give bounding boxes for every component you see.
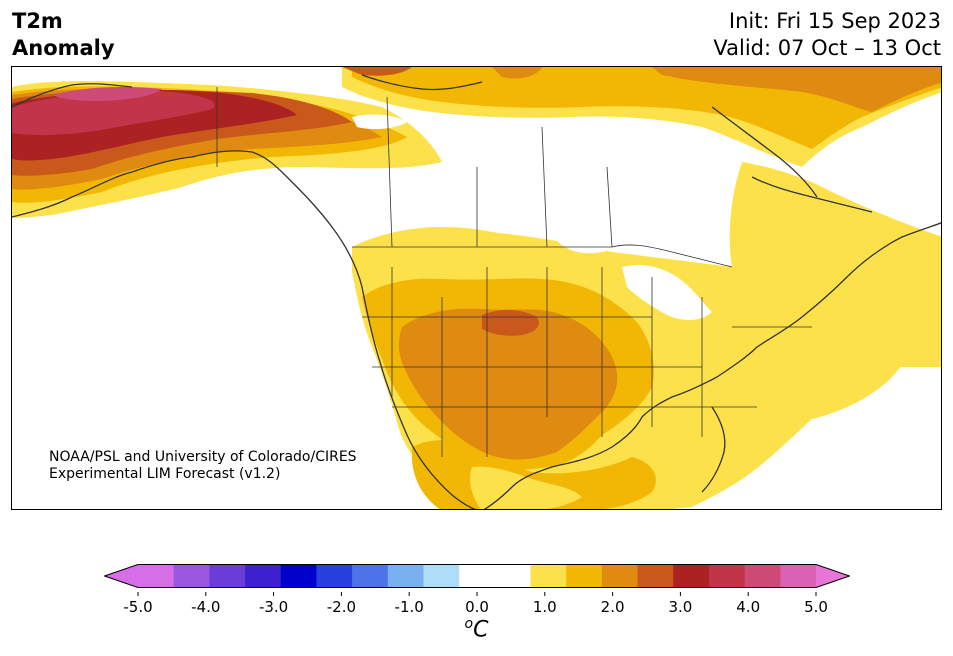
anomaly-fields bbox=[12, 67, 941, 509]
map-title: T2m Anomaly bbox=[12, 8, 115, 62]
colorbar-segment bbox=[138, 564, 175, 588]
valid-range: Valid: 07 Oct – 13 Oct bbox=[713, 36, 941, 60]
colorbar-segment bbox=[173, 564, 210, 588]
title-line1: T2m bbox=[12, 9, 63, 33]
anomaly-map bbox=[11, 66, 942, 510]
colorbar-tick-label: 5.0 bbox=[804, 598, 828, 616]
colorbar-segment bbox=[744, 564, 781, 588]
colorbar-segment bbox=[423, 564, 460, 588]
colorbar-segment bbox=[280, 564, 317, 588]
colorbar-segment bbox=[245, 564, 282, 588]
colorbar-tick-label: 0.0 bbox=[465, 598, 489, 616]
colorbar-unit: oC bbox=[0, 616, 953, 642]
colorbar-segment bbox=[387, 564, 424, 588]
colorbar-segment bbox=[601, 564, 639, 588]
colorbar-ticks: -5.0 -4.0 -3.0 -2.0 -1.0 0.0 1.0 2.0 3.0 4.0 5.0 bbox=[123, 592, 828, 616]
colorbar bbox=[102, 564, 852, 588]
cool-patch-canada bbox=[391, 182, 457, 206]
colorbar-tick-label: -5.0 bbox=[123, 598, 152, 616]
colorbar-segment bbox=[637, 564, 674, 588]
colorbar-tick-label: 1.0 bbox=[533, 598, 557, 616]
date-info: Init: Fri 15 Sep 2023 Valid: 07 Oct – 13… bbox=[713, 8, 941, 62]
credit-text: NOAA/PSL and University of Colorado/CIRE… bbox=[49, 449, 357, 483]
colorbar-tick-label: 2.0 bbox=[601, 598, 625, 616]
colorbar-segment bbox=[209, 564, 246, 588]
colorbar-tick-label: -1.0 bbox=[395, 598, 424, 616]
colorbar-tick-label: -3.0 bbox=[259, 598, 288, 616]
colorbar-segment bbox=[494, 564, 532, 588]
coastlines bbox=[12, 74, 941, 509]
credit-line1: NOAA/PSL and University of Colorado/CIRE… bbox=[49, 449, 357, 465]
colorbar-extend-low bbox=[104, 564, 138, 588]
colorbar-extend-high bbox=[816, 564, 850, 588]
colorbar-svg bbox=[102, 564, 852, 588]
colorbar-segment bbox=[316, 564, 353, 588]
init-date: Init: Fri 15 Sep 2023 bbox=[728, 9, 941, 33]
colorbar-tick-label: -4.0 bbox=[191, 598, 220, 616]
colorbar-segment bbox=[459, 564, 496, 588]
colorbar-segment bbox=[780, 564, 817, 588]
colorbar-segment bbox=[708, 564, 746, 588]
colorbar-segment bbox=[673, 564, 710, 588]
political-borders bbox=[216, 87, 812, 457]
colorbar-outline bbox=[102, 564, 852, 588]
colorbar-segment bbox=[530, 564, 567, 588]
colorbar-segment bbox=[566, 564, 603, 588]
unit-letter: C bbox=[473, 617, 489, 643]
great-lakes-cool bbox=[622, 265, 712, 320]
map-svg bbox=[12, 67, 941, 509]
colorbar-tick-label: 4.0 bbox=[736, 598, 760, 616]
title-line2: Anomaly bbox=[12, 36, 115, 60]
credit-line2: Experimental LIM Forecast (v1.2) bbox=[49, 466, 281, 482]
colorbar-segment bbox=[352, 564, 389, 588]
colorbar-tick-label: -2.0 bbox=[327, 598, 356, 616]
colorbar-tick-label: 3.0 bbox=[668, 598, 692, 616]
degree-sign: o bbox=[464, 616, 474, 632]
